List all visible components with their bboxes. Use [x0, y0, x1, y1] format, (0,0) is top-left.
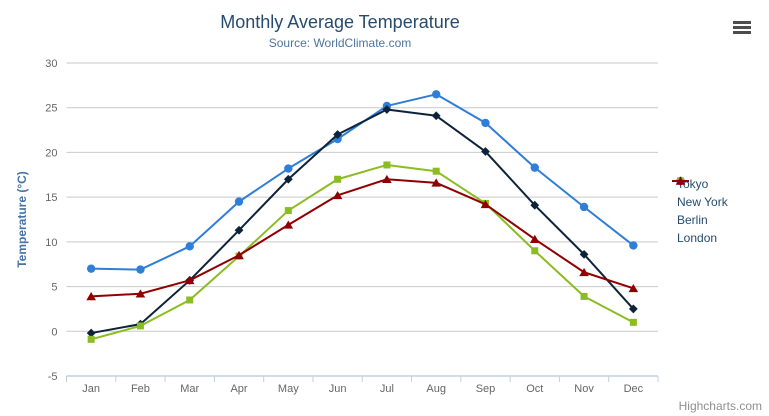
legend-marker[interactable] [675, 176, 686, 185]
y-axis-tick-label: 20 [45, 147, 57, 159]
data-point-marker[interactable] [135, 289, 146, 298]
x-axis-tick-label: Jun [329, 383, 347, 395]
data-point-marker[interactable] [579, 267, 589, 277]
hamburger-icon [733, 21, 751, 24]
y-axis-tick-label: 15 [45, 192, 57, 204]
data-point-marker[interactable] [580, 292, 588, 300]
credits-link[interactable]: Highcharts.com [678, 399, 762, 413]
data-point-marker[interactable] [530, 200, 540, 210]
data-point-marker[interactable] [87, 335, 95, 343]
series-new-york [86, 105, 638, 338]
data-point-marker[interactable] [234, 197, 244, 206]
y-axis-tick-label: 10 [45, 237, 57, 249]
series-line [90, 178, 635, 298]
data-point-marker[interactable] [284, 164, 293, 173]
x-axis-tick-label: Nov [574, 383, 594, 395]
x-axis-tick-label: Mar [180, 383, 199, 395]
series-london [86, 174, 639, 301]
data-point-marker[interactable] [432, 167, 440, 175]
data-point-marker[interactable] [283, 174, 293, 184]
y-axis-tick-label: -5 [48, 371, 58, 383]
chart-subtitle: Source: WorldClimate.com [268, 36, 412, 50]
data-point-marker[interactable] [86, 292, 96, 301]
data-point-marker[interactable] [481, 118, 490, 128]
data-point-marker[interactable] [431, 111, 441, 121]
x-axis-tick-label: Apr [230, 383, 247, 395]
legend-item-berlin[interactable]: Berlin [672, 177, 728, 229]
data-point-marker[interactable] [382, 105, 392, 114]
data-point-marker[interactable] [333, 130, 343, 139]
data-point-marker[interactable] [481, 147, 490, 156]
legend-label: Berlin [677, 213, 708, 227]
data-point-marker[interactable] [529, 234, 540, 243]
y-axis-tick-label: 30 [45, 58, 57, 70]
legend-label: New York [677, 195, 728, 209]
series-tokyo [86, 90, 638, 274]
series-line [90, 108, 635, 335]
data-point-marker[interactable] [234, 225, 244, 235]
legend: Tokyo New York Berlin London [672, 175, 728, 247]
data-point-marker[interactable] [628, 283, 639, 293]
export-menu-button[interactable] [733, 21, 751, 34]
y-axis-tick-label: 0 [51, 326, 57, 338]
data-point-marker[interactable] [184, 275, 195, 285]
data-point-marker[interactable] [383, 161, 391, 169]
hamburger-icon [733, 26, 751, 29]
data-point-marker[interactable] [431, 90, 441, 99]
x-axis-tick-label: Dec [624, 383, 644, 395]
triangle-legend-marker-icon [672, 176, 689, 185]
y-axis-tick-label: 5 [51, 282, 57, 294]
data-point-marker[interactable] [480, 199, 491, 209]
x-axis-tick-label: May [278, 383, 299, 395]
data-point-marker[interactable] [136, 265, 145, 274]
data-point-marker[interactable] [332, 190, 343, 200]
series-line [90, 93, 635, 271]
data-point-marker[interactable] [283, 220, 294, 229]
data-point-marker[interactable] [284, 207, 292, 215]
series-line [90, 163, 635, 341]
data-point-marker[interactable] [629, 241, 638, 250]
data-point-marker[interactable] [186, 296, 194, 304]
x-axis-tick-label: Sep [476, 383, 496, 395]
data-point-marker[interactable] [579, 202, 589, 212]
data-point-marker[interactable] [136, 322, 144, 330]
legend-item-new-york[interactable]: New York [672, 176, 728, 211]
x-axis-tick-label: Aug [426, 383, 446, 395]
data-point-marker[interactable] [628, 304, 638, 314]
legend-item-london[interactable]: London [672, 176, 728, 247]
data-point-marker[interactable] [382, 174, 392, 184]
data-point-marker[interactable] [579, 249, 589, 259]
x-axis-tick-label: Jan [82, 383, 100, 395]
legend-label: London [677, 231, 718, 245]
y-axis-title: Temperature (°C) [15, 171, 29, 268]
data-point-marker[interactable] [629, 318, 637, 326]
x-axis-tick-label: Oct [526, 383, 543, 395]
data-point-marker[interactable] [530, 163, 539, 172]
chart-title: Monthly Average Temperature [220, 12, 460, 32]
x-axis-tick-label: Feb [131, 383, 150, 395]
data-point-marker[interactable] [531, 247, 539, 255]
data-point-marker[interactable] [86, 328, 96, 338]
data-point-marker[interactable] [86, 264, 96, 273]
data-point-marker[interactable] [185, 242, 194, 251]
data-point-marker[interactable] [334, 175, 342, 183]
x-axis-tick-label: Jul [380, 383, 394, 395]
hamburger-icon [733, 31, 751, 34]
data-point-marker[interactable] [234, 250, 244, 260]
y-axis-tick-label: 25 [45, 103, 57, 115]
data-point-marker[interactable] [431, 178, 441, 187]
